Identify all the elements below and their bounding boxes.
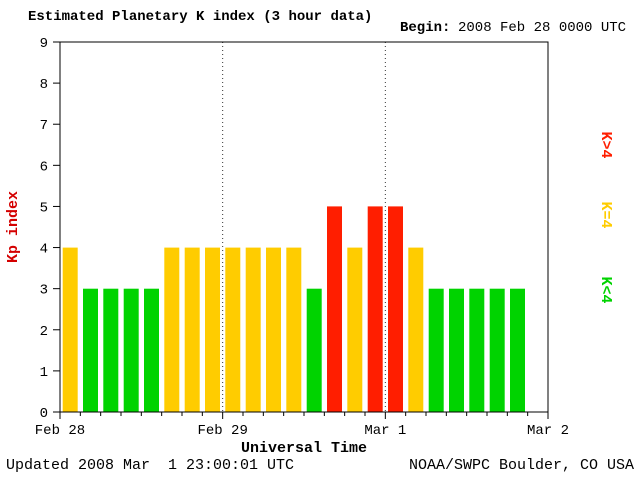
chart-title: Estimated Planetary K index (3 hour data…	[28, 9, 372, 25]
y-tick-label: 2	[40, 324, 48, 340]
begin-value: 2008 Feb 28 0000 UTC	[458, 20, 626, 36]
kp-bar	[103, 288, 119, 412]
source-text: NOAA/SWPC Boulder, CO USA	[409, 457, 634, 474]
kp-bar	[489, 288, 505, 412]
kp-bar	[144, 288, 159, 412]
x-day-label: Mar 2	[527, 423, 569, 439]
kp-bar	[205, 247, 220, 412]
y-tick-label: 8	[40, 77, 48, 93]
kp-bar	[225, 247, 241, 412]
kp-bar	[123, 288, 139, 412]
kp-bar	[62, 247, 78, 412]
kp-bar	[184, 247, 200, 412]
kp-bar	[408, 247, 424, 412]
y-tick-label: 3	[40, 283, 48, 299]
kp-bar	[164, 247, 180, 412]
kp-bar	[266, 247, 281, 412]
kp-bar	[306, 288, 322, 412]
legend-label: K=4	[597, 201, 614, 228]
kp-bar	[367, 206, 383, 412]
x-day-label: Feb 28	[35, 423, 85, 439]
begin-label: Begin:	[400, 20, 450, 36]
kp-bar	[347, 247, 363, 412]
kp-bar	[327, 206, 342, 412]
kp-bar	[83, 288, 98, 412]
legend-label: K<4	[597, 276, 614, 303]
kp-bar	[286, 247, 302, 412]
legend: K>4 K=4 K<4	[597, 131, 614, 303]
y-tick-label: 9	[40, 36, 48, 52]
legend-label: K>4	[597, 131, 614, 158]
kp-bar	[245, 247, 261, 412]
y-tick-label: 6	[40, 159, 48, 175]
x-axis-label: Universal Time	[241, 440, 367, 457]
kp-bar	[428, 288, 444, 412]
y-axis-label: Kp index	[5, 191, 22, 263]
y-tick-label: 1	[40, 365, 48, 381]
x-day-label: Feb 29	[197, 423, 247, 439]
y-tick-label: 7	[40, 118, 48, 134]
y-tick-label: 0	[40, 406, 48, 422]
updated-text: Updated 2008 Mar 1 23:00:01 UTC	[6, 457, 294, 474]
kp-bar	[449, 288, 464, 412]
plot-area: 0 1 2 3 4 5 6 7 8 9 Feb 28 Feb 29 Mar 1 Mar 2	[35, 36, 569, 439]
kp-bar	[388, 206, 403, 412]
kp-bar	[469, 288, 485, 412]
kp-bar	[510, 288, 525, 412]
y-tick-label: 4	[40, 242, 48, 258]
x-day-label: Mar 1	[364, 423, 406, 439]
y-tick-label: 5	[40, 200, 48, 216]
